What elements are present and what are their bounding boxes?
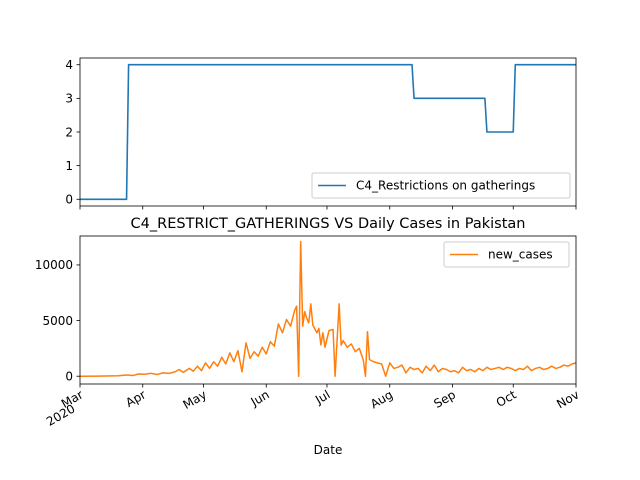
top-y-ticks: 0 1 2 3 4	[65, 58, 80, 207]
y-tick-label: 4	[65, 58, 73, 72]
x-axis-label: Date	[314, 443, 343, 457]
y-tick-label: 3	[65, 92, 73, 106]
y-tick-label: 0	[65, 193, 73, 207]
bottom-y-ticks: 0 5000 10000	[35, 258, 80, 384]
new-cases-series-line	[79, 240, 577, 377]
y-tick-label: 2	[65, 125, 73, 139]
chart-title: C4_RESTRICT_GATHERINGS VS Daily Cases in…	[131, 216, 526, 232]
bottom-legend: new_cases	[443, 241, 570, 268]
bottom-axes-frame	[79, 235, 577, 385]
top-legend: C4_Restrictions on gatherings	[311, 172, 571, 199]
top-plot-lines	[80, 63, 576, 201]
top-x-ticks	[79, 206, 577, 210]
bottom-plot-lines	[79, 240, 577, 377]
top-axes: 0 1 2 3 4 C4_Restrictions on gatherings	[65, 57, 577, 210]
y-tick-label: 5000	[42, 314, 73, 328]
top-legend-box	[311, 172, 571, 199]
y-tick-label: 0	[65, 370, 73, 384]
y-tick-label: 10000	[35, 258, 73, 272]
y-tick-label: 1	[65, 159, 73, 173]
restrictions-series-line	[80, 63, 576, 201]
top-legend-label: C4_Restrictions on gatherings	[356, 179, 535, 193]
bottom-legend-label: new_cases	[488, 248, 553, 262]
bottom-legend-box	[443, 241, 570, 268]
x-tick-label: Jul	[312, 387, 332, 407]
